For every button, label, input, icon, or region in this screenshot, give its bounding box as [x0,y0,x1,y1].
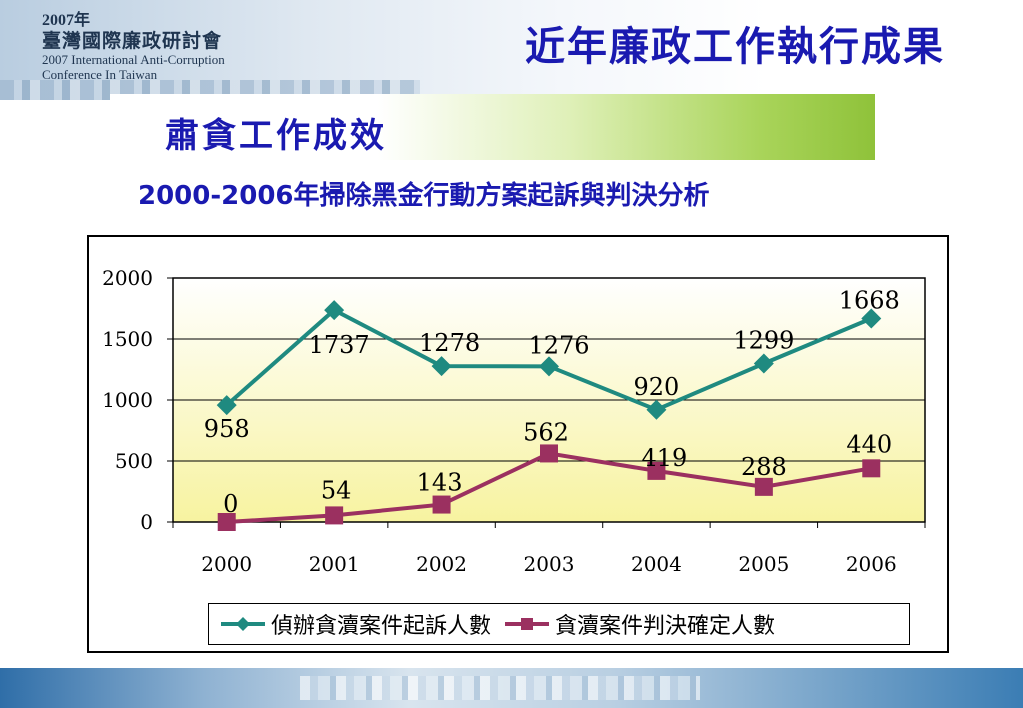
data-point-series-1 [324,300,345,321]
data-point-series-2 [432,495,451,514]
bottom-mosaic [300,676,700,700]
legend-label-series-1: 偵辦貪瀆案件起訴人數 [271,614,492,639]
data-point-series-2 [325,506,344,525]
y-tick-label: 1000 [102,388,153,412]
y-tick-label: 2000 [102,266,153,290]
data-point-series-1 [539,356,559,377]
y-tick-label: 1500 [102,327,153,351]
data-label-series-1: 1276 [528,331,589,359]
x-tick-label: 2006 [846,552,897,576]
legend-swatch-diamond-icon [221,617,265,631]
logo-name-en-2: Conference In Taiwan [42,67,158,82]
data-label-series-2: 0 [223,490,238,518]
y-tick-label: 500 [115,449,153,473]
legend-item-series-2: 貪瀆案件判決確定人數 [505,608,775,640]
x-tick-label: 2004 [631,552,682,576]
x-tick-label: 2001 [309,552,360,576]
data-label-series-2: 562 [523,418,569,446]
x-tick-label: 2000 [201,552,252,576]
x-tick-label: 2005 [738,552,789,576]
logo-year: 2007年 [42,12,91,29]
data-label-series-2: 440 [846,430,892,458]
data-label-series-2: 288 [741,453,787,481]
y-tick-label: 0 [140,510,153,534]
data-point-series-1 [861,308,882,329]
data-point-series-2 [540,444,558,463]
chart-subtitle: 2000-2006年掃除黑金行動方案起訴與判決分析 [138,181,710,211]
legend-label-series-2: 貪瀆案件判決確定人數 [555,614,776,639]
x-tick-label: 2002 [416,552,467,576]
legend-swatch-square-icon [505,618,550,630]
data-point-series-1 [431,356,452,377]
data-label-series-2: 143 [417,469,463,497]
data-point-series-2 [217,513,236,531]
x-tick-label: 2003 [524,552,575,576]
page-title: 近年廉政工作執行成果 [525,23,945,70]
legend-item-series-1: 偵辦貪瀆案件起訴人數 [221,608,491,640]
data-label-series-1: 1299 [733,327,794,355]
data-label-series-1: 1737 [309,331,370,359]
logo-name-en-1: 2007 International Anti-Corruption [42,52,225,67]
data-point-series-2 [647,461,666,480]
data-label-series-2: 419 [642,444,688,472]
data-label-series-1: 958 [204,415,250,443]
data-point-series-2 [862,459,881,478]
data-point-series-1 [646,399,667,420]
section-bar [110,94,875,160]
data-label-series-1: 1278 [419,329,480,357]
data-label-series-1: 920 [634,373,680,401]
data-point-series-1 [216,395,237,416]
data-label-series-1: 1668 [839,287,900,315]
chart-legend: 偵辦貪瀆案件起訴人數 貪瀆案件判決確定人數 [208,603,910,645]
section-title: 肅貪工作成效 [165,116,387,156]
conference-logo: 2007年 臺灣國際廉政研討會 2007 International Anti-… [42,12,225,82]
data-label-series-2: 54 [321,476,352,504]
data-point-series-2 [754,477,773,496]
logo-name-zh: 臺灣國際廉政研討會 [42,30,223,52]
data-point-series-1 [753,353,774,374]
